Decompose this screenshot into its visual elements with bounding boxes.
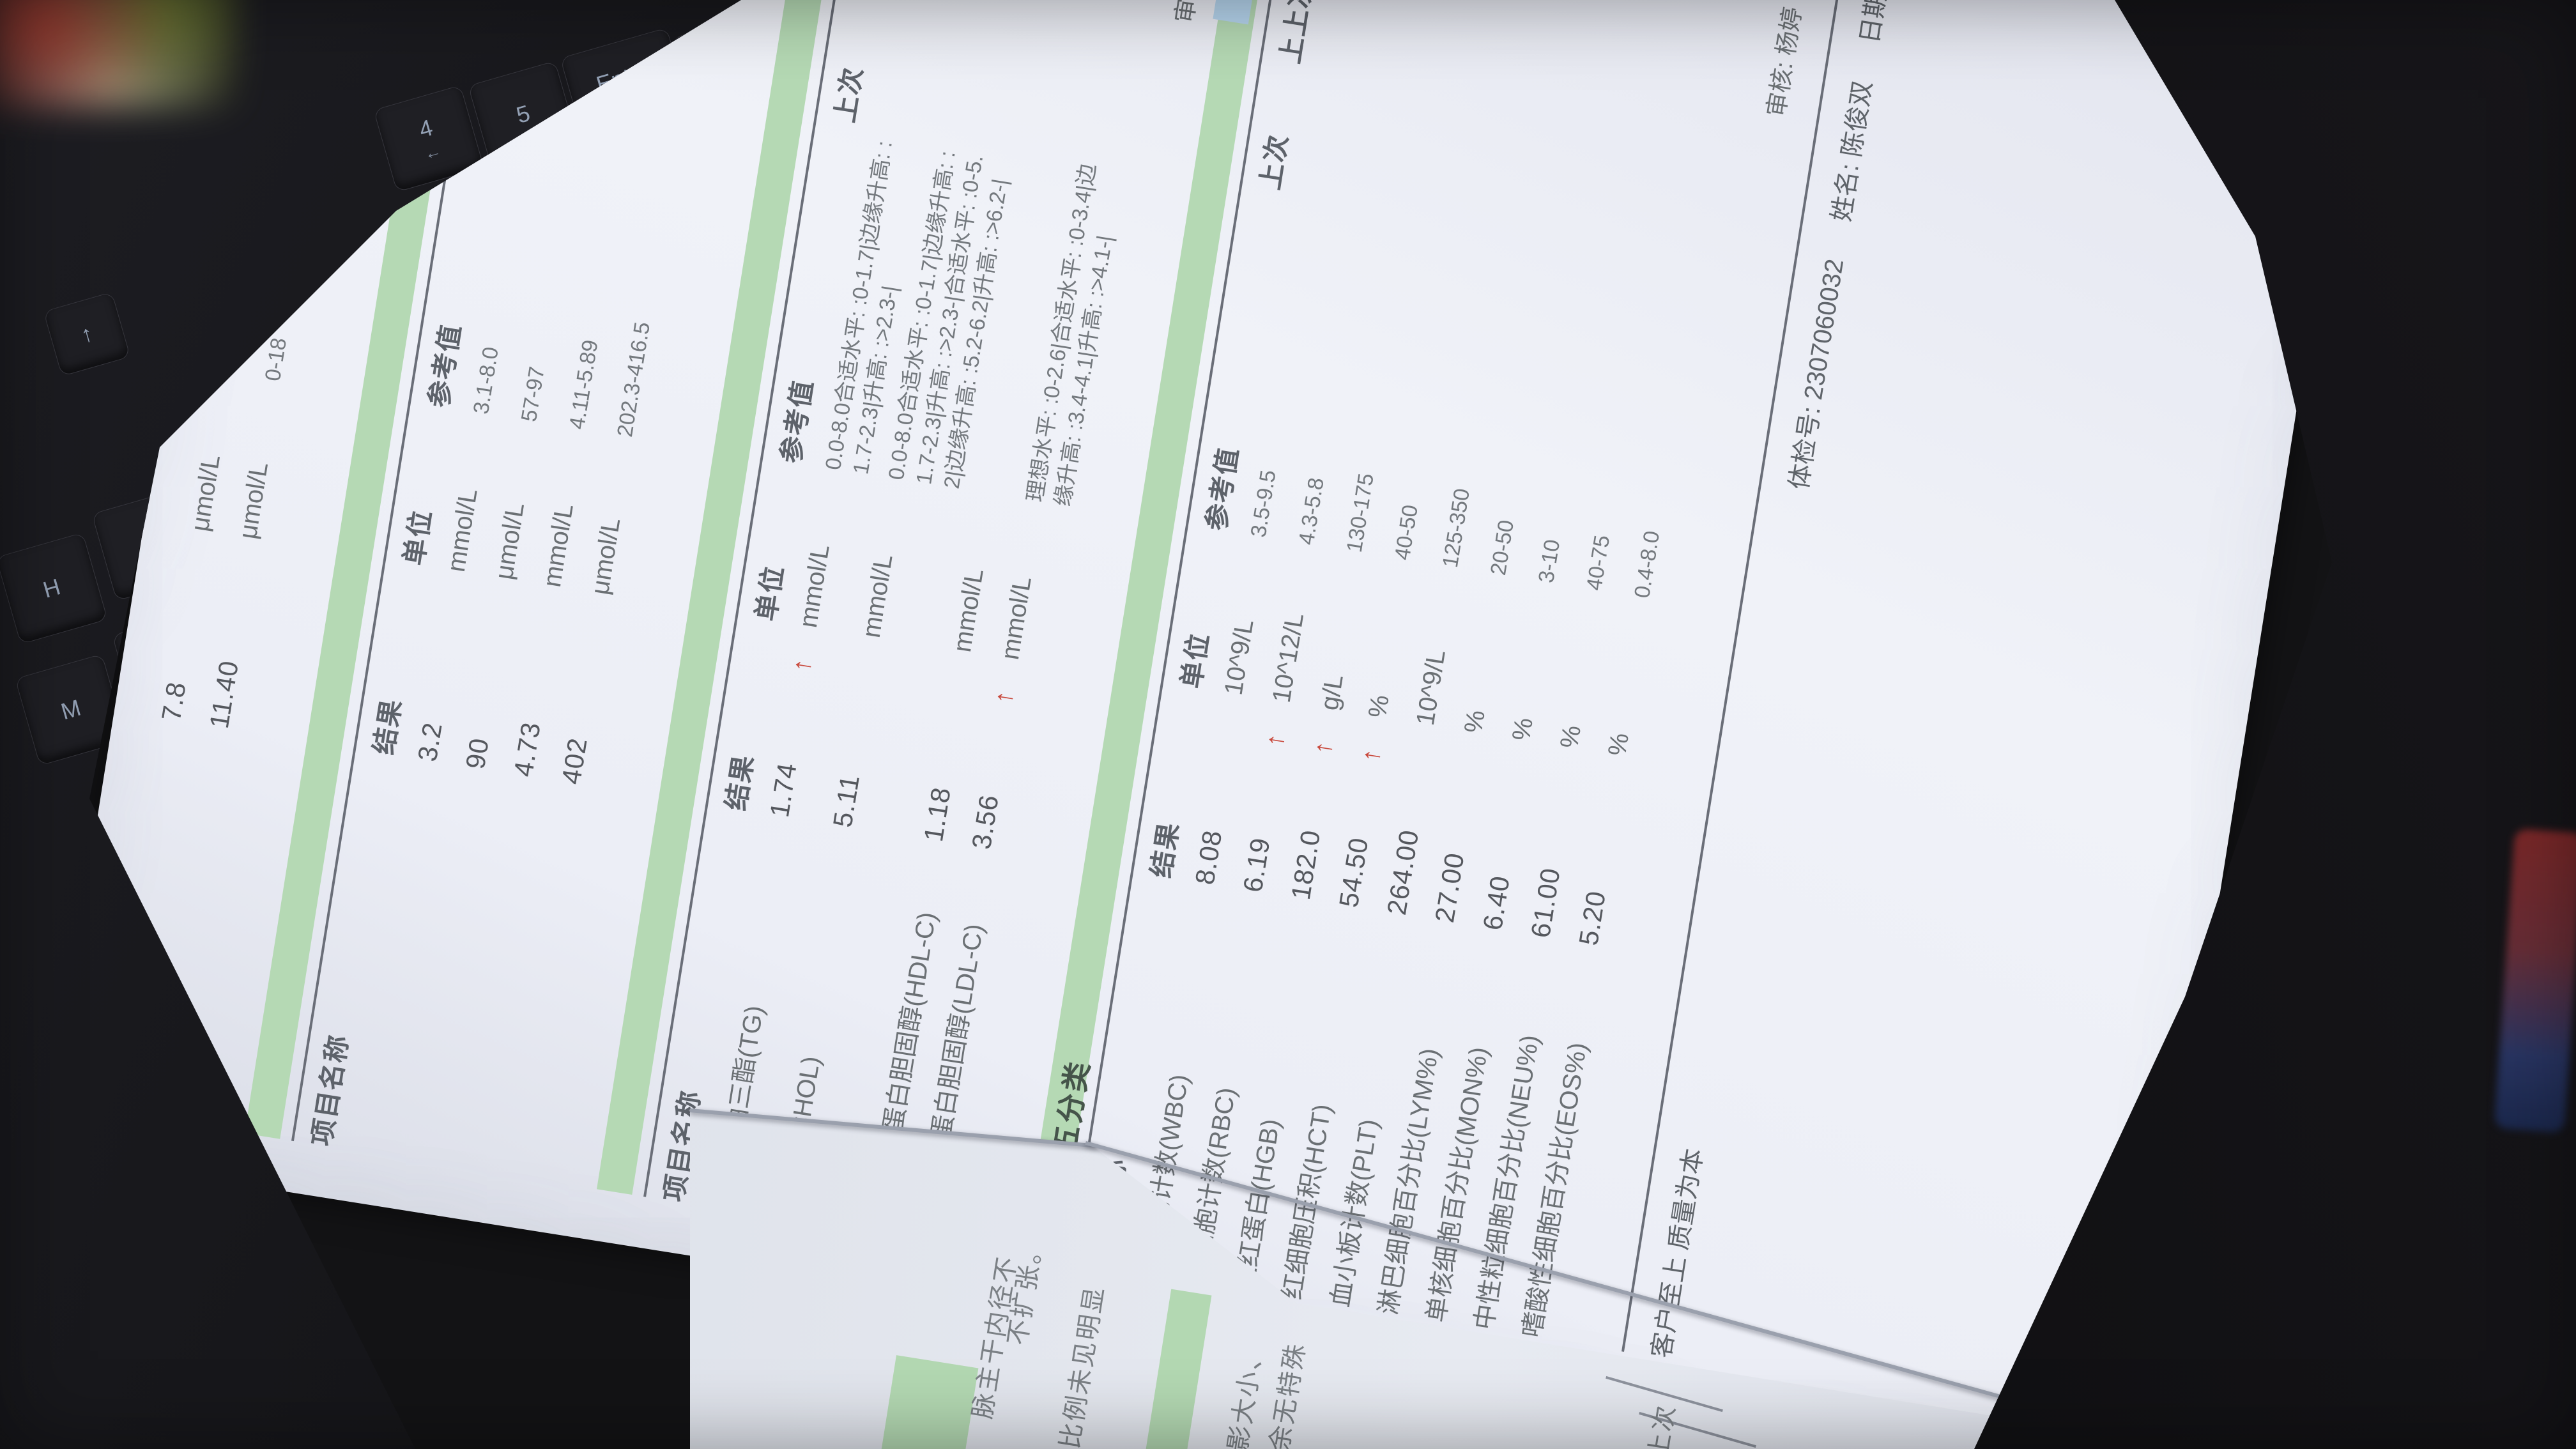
up-arrow-icon: ↑ [1308,739,1338,756]
column-header-cell [737,617,783,668]
column-header-cell [385,562,431,612]
keycap-label: 5 [513,100,533,128]
up-arrow-icon: ↑ [1356,747,1386,764]
left-page-text: 上上次 [1639,1402,1681,1449]
result-cell: 7.8 [155,679,192,723]
keycap: ↑ [43,291,131,377]
keycap-label: H [40,573,64,603]
left-page-band [1129,1289,1212,1449]
prev2-cell [893,0,957,1]
keycap-label: M [57,694,84,725]
keycap-sub-label: ← [422,140,443,164]
corner-blur [0,0,236,109]
left-page-text: 比例未见明显 [1055,1283,1110,1449]
report-date: 日期: 2023-07-06 [1849,0,1916,46]
keycap-label: 4 [416,114,436,143]
left-page-text: 不扩张。 [1003,1234,1049,1347]
up-arrow-icon: ↑ [786,657,817,674]
up-arrow-icon: ↑ [988,689,1019,706]
column-header-cell [1163,685,1208,735]
patient-name: 姓名: 陈俊双 [1827,79,1878,224]
up-arrow-icon: ↑ [1260,732,1291,749]
prev2-cell [956,0,1020,11]
flag-cell [179,529,186,573]
keycap: H [0,532,108,645]
prev2-cell [1095,0,1159,33]
footer-spacer [1708,528,1801,1112]
keycap-label: ↑ [77,319,96,348]
left-page-band [874,1355,979,1449]
